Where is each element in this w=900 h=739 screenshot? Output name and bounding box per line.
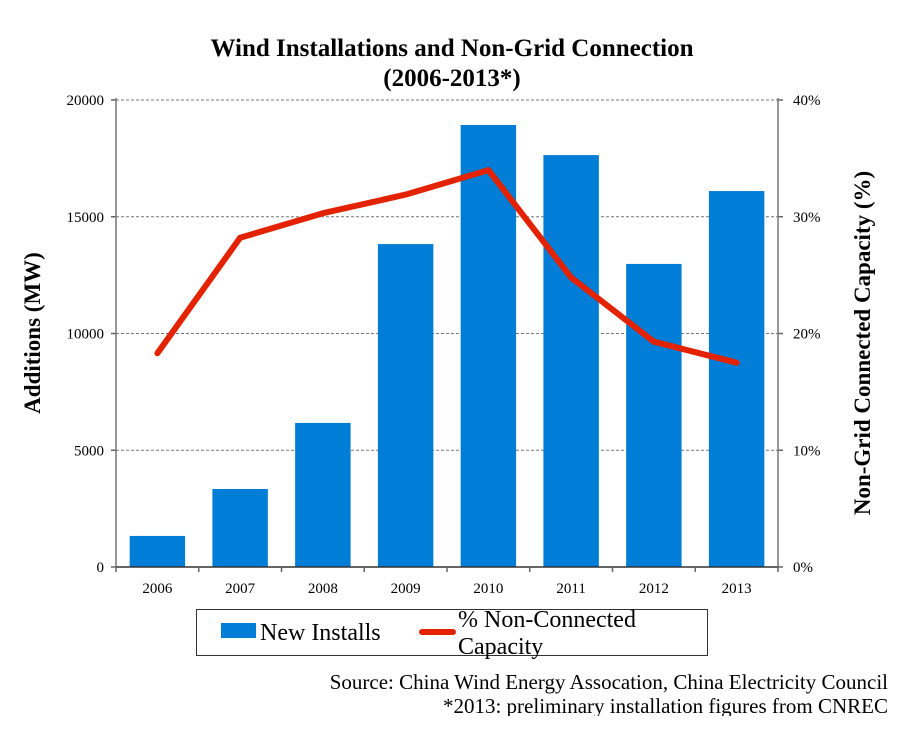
bar-2008 xyxy=(295,422,351,567)
x-tick-label: 2013 xyxy=(722,581,752,597)
x-tick-label: 2009 xyxy=(391,581,421,597)
y-tick-label-left: 5000 xyxy=(74,443,104,459)
source-note: Source: China Wind Energy Assocation, Ch… xyxy=(329,670,888,694)
legend-item-non-connected: % Non-Connected Capacity xyxy=(419,607,707,660)
x-tick-label: 2011 xyxy=(556,581,585,597)
y-tick-label-right: 10% xyxy=(793,443,821,459)
legend-bar-swatch-icon xyxy=(221,623,256,638)
x-tick-label: 2006 xyxy=(142,581,173,597)
legend-label-new-installs: New Installs xyxy=(260,620,381,646)
chart-subtitle: (2006-2013*) xyxy=(383,65,521,92)
bar-2013 xyxy=(708,191,765,567)
y-axis-title-left: Additions (MW) xyxy=(20,252,45,414)
y-tick-label-right: 30% xyxy=(793,210,821,226)
x-tick-label: 2008 xyxy=(308,581,338,597)
bar-2009 xyxy=(377,244,434,567)
bar-series xyxy=(129,124,765,567)
legend: New Installs % Non-Connected Capacity xyxy=(196,607,708,660)
x-tick-label: 2007 xyxy=(225,581,256,597)
bar-2012 xyxy=(626,263,682,567)
chart-title: Wind Installations and Non-Grid Connecti… xyxy=(210,35,694,62)
x-tick-label: 2010 xyxy=(473,581,503,597)
tick-labels: 0 0% 5000 10% 10000 20% 15000 30% 20000 40% 2006 20… xyxy=(67,93,821,597)
y-tick-label-right: 0% xyxy=(793,560,813,576)
legend-line-swatch-icon xyxy=(419,628,456,635)
y-tick-label-left: 20000 xyxy=(67,93,105,109)
legend-label-non-connected: % Non-Connected Capacity xyxy=(458,606,636,660)
y-tick-label-left: 15000 xyxy=(67,210,105,226)
y-tick-label-right: 40% xyxy=(793,93,821,109)
axes xyxy=(111,98,783,572)
line-non-connected-capacity xyxy=(154,167,740,366)
line-series xyxy=(154,167,740,366)
legend-item-new-installs: New Installs xyxy=(221,610,381,657)
y-tick-label-right: 20% xyxy=(793,327,821,343)
y-tick-label-left: 0 xyxy=(97,560,105,576)
bar-2011 xyxy=(543,155,599,567)
y-tick-label-left: 10000 xyxy=(67,327,105,343)
bar-2006 xyxy=(129,535,186,567)
footnote: *2013: preliminary installation figures … xyxy=(442,694,888,716)
bar-2007 xyxy=(212,489,268,567)
y-axis-title-right: Non-Grid Connected Capacity (%) xyxy=(850,171,875,515)
x-tick-label: 2012 xyxy=(639,581,669,597)
